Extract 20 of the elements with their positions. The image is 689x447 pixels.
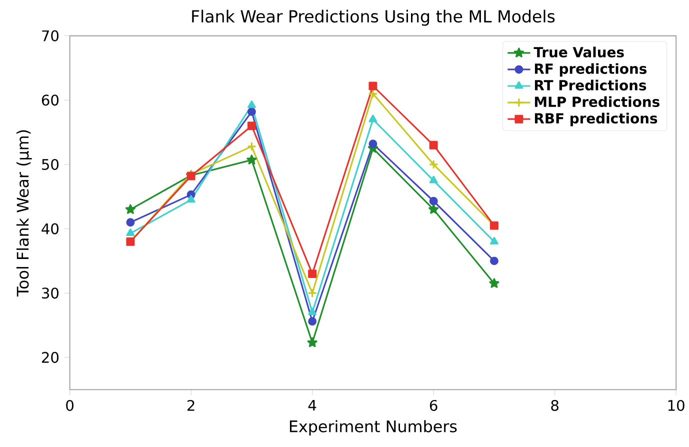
legend-label: RF predictions — [534, 63, 647, 77]
y-tick-label: 30 — [42, 288, 58, 299]
y-tick-label: 20 — [42, 352, 58, 364]
y-tick-label: 50 — [42, 159, 58, 170]
legend-label: MLP Predictions — [534, 96, 660, 108]
y-tick-label: 60 — [42, 94, 58, 106]
y-tick-label: 70 — [42, 30, 58, 42]
x-tick-label: 6 — [430, 400, 438, 412]
x-tick-label: 2 — [187, 400, 194, 411]
x-axis-title: Experiment Numbers — [290, 420, 457, 436]
y-axis-title: Tool Flank Wear (µm) — [16, 130, 32, 297]
x-tick-label: 10 — [668, 400, 684, 412]
x-tick-label: 4 — [308, 400, 316, 411]
y-tick-label: 40 — [42, 223, 58, 234]
legend-label: RT Predictions — [534, 80, 646, 91]
chart-title: Flank Wear Predictions Using the ML Models — [192, 10, 555, 26]
x-tick-label: 8 — [551, 400, 558, 412]
legend-label: RBF predictions — [534, 113, 658, 126]
legend-label: True Values — [534, 46, 624, 58]
x-tick-label: 0 — [66, 400, 74, 412]
